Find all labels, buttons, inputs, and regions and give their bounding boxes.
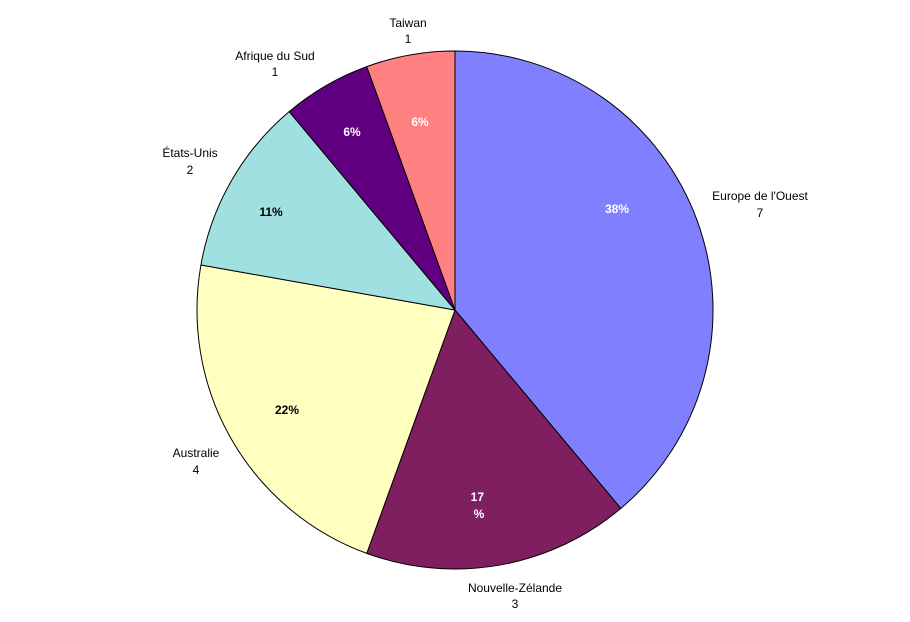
label-taiwan-name: Taiwan (389, 16, 426, 30)
label-etats-unis-value: 2 (187, 163, 194, 177)
pct-label-afrique-du-sud: 6% (343, 125, 361, 139)
label-afrique-du-sud-name: Afrique du Sud (235, 49, 314, 63)
label-europe-value: 7 (757, 206, 764, 220)
label-etats-unis-name: États-Unis (162, 145, 217, 160)
slice-taiwan (366, 50, 456, 311)
label-australie-value: 4 (193, 463, 200, 477)
slice-australie (196, 264, 456, 555)
slice-nouvelle-zelande (366, 309, 622, 570)
slice-etats-unis (200, 110, 457, 311)
pct-label-nouvelle-zelande: 17 % (471, 490, 488, 521)
pct-label-taiwan: 6% (411, 115, 429, 129)
label-australie-name: Australie (173, 446, 220, 460)
label-taiwan-value: 1 (405, 32, 412, 46)
label-afrique-du-sud-value: 1 (272, 65, 279, 79)
label-nouvelle-zelande-name: Nouvelle-Zélande (468, 581, 562, 595)
pct-label-europe: 38% (605, 202, 629, 216)
pct-label-australie: 22% (275, 403, 299, 417)
label-nouvelle-zelande-value: 3 (512, 597, 519, 611)
slice-europe-de-l-ouest (454, 50, 714, 510)
pie-slices (196, 50, 714, 570)
label-europe-name: Europe de l'Ouest (712, 189, 808, 203)
pct-label-etats-unis: 11% (259, 205, 283, 219)
